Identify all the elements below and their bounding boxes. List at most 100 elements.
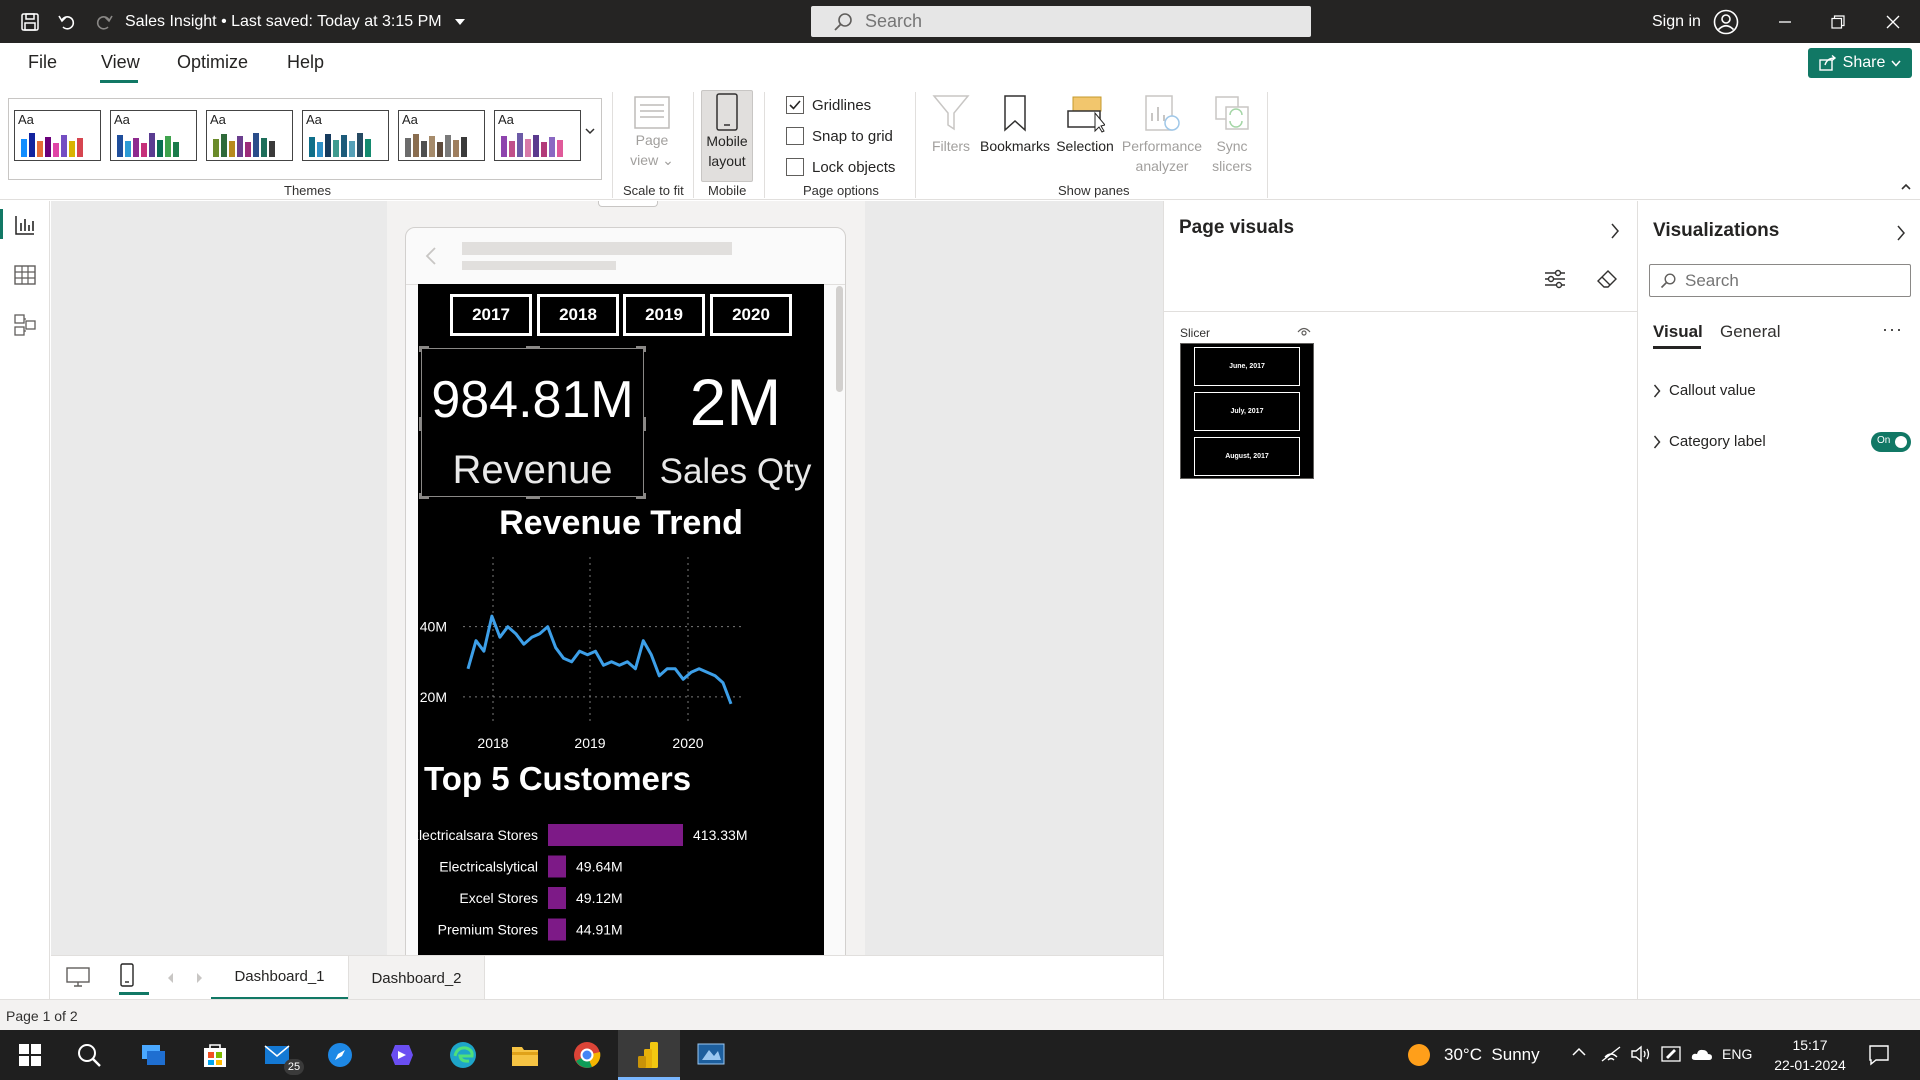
onedrive-cloud-icon[interactable]: [1690, 1045, 1714, 1063]
resize-handle[interactable]: [419, 493, 429, 499]
theme-tile-2[interactable]: Aa: [110, 110, 197, 161]
year-slicer-2018[interactable]: 2018: [537, 294, 619, 336]
theme-tile-6[interactable]: Aa: [494, 110, 581, 161]
chevron-up-icon[interactable]: [1572, 1047, 1586, 1057]
network-icon[interactable]: [1600, 1045, 1622, 1063]
theme-tile-4[interactable]: Aa: [302, 110, 389, 161]
menu-help[interactable]: Help: [287, 52, 325, 72]
slicer-thumbnail[interactable]: June, 2017 July, 2017 August, 2017: [1180, 343, 1314, 479]
menu-view[interactable]: View: [101, 52, 140, 72]
resize-handle[interactable]: [643, 417, 646, 431]
revenue-kpi-label: Revenue: [452, 448, 613, 492]
year-slicer-2017[interactable]: 2017: [450, 294, 532, 336]
collapse-ribbon-icon[interactable]: [1900, 182, 1912, 192]
revenue-trend-chart[interactable]: 20M 40M 2018 2019 2020: [418, 552, 824, 752]
pen-tray-icon[interactable]: [1660, 1044, 1682, 1064]
viz-search-box[interactable]: [1649, 264, 1911, 297]
page-visuals-pane: Page visuals Slicer June, 2017 July, 201…: [1163, 201, 1637, 999]
filters-label: Filters: [931, 138, 971, 154]
chevron-right-icon[interactable]: [1896, 225, 1906, 241]
resize-handle[interactable]: [419, 346, 429, 352]
task-view-icon[interactable]: [138, 1039, 170, 1071]
notifications-icon[interactable]: [1868, 1044, 1890, 1066]
performance-analyzer-button[interactable]: Performance analyzer: [1117, 90, 1207, 176]
section-category-label[interactable]: Category label: [1653, 433, 1766, 450]
menu-file[interactable]: File: [28, 52, 58, 72]
chevron-down-icon[interactable]: [454, 18, 466, 26]
resize-handle[interactable]: [636, 493, 646, 499]
restore-icon[interactable]: [1818, 8, 1858, 36]
theme-tile-3[interactable]: Aa: [206, 110, 293, 161]
copilot-app-icon[interactable]: [386, 1039, 418, 1071]
lock-objects-checkbox[interactable]: Lock objects: [786, 158, 895, 176]
more-options-icon[interactable]: ···: [1882, 319, 1903, 339]
themes-more-icon[interactable]: [584, 126, 596, 136]
report-view-icon[interactable]: [13, 213, 37, 237]
sync-slicers-button[interactable]: Sync slicers: [1207, 90, 1257, 176]
mobile-layout-icon[interactable]: [119, 963, 135, 987]
mobile-layout-button[interactable]: Mobile layout: [701, 90, 753, 182]
resize-handle[interactable]: [526, 496, 540, 499]
document-title[interactable]: Sales Insight • Last saved: Today at 3:1…: [125, 13, 466, 31]
redo-icon[interactable]: [92, 10, 116, 34]
table-view-icon[interactable]: [13, 263, 37, 287]
resize-handle[interactable]: [636, 346, 646, 352]
filters-button[interactable]: Filters: [926, 90, 976, 156]
settings-sliders-icon[interactable]: [1544, 269, 1566, 289]
minimize-icon[interactable]: [1765, 8, 1805, 36]
menu-optimize[interactable]: Optimize: [177, 52, 249, 72]
close-icon[interactable]: [1873, 8, 1913, 36]
chevron-right-icon[interactable]: [1610, 223, 1620, 239]
volume-icon[interactable]: [1630, 1045, 1652, 1063]
eraser-icon[interactable]: [1596, 269, 1618, 289]
desktop-layout-icon[interactable]: [65, 966, 91, 988]
page-tab-dashboard-1[interactable]: Dashboard_1: [211, 956, 348, 1000]
safari-app-icon[interactable]: [324, 1039, 356, 1071]
account-icon[interactable]: [1712, 8, 1740, 36]
page-view-button[interactable]: Page view ⌄: [623, 90, 681, 170]
snap-to-grid-checkbox[interactable]: Snap to grid: [786, 127, 893, 145]
clock[interactable]: 15:17 22-01-2024: [1770, 1035, 1850, 1075]
tab-visual[interactable]: Visual: [1653, 322, 1703, 341]
top-search-box[interactable]: [811, 6, 1311, 37]
resize-handle[interactable]: [419, 417, 422, 431]
category-label-toggle[interactable]: On: [1871, 432, 1911, 452]
save-icon[interactable]: [18, 10, 42, 34]
resize-handle[interactable]: [526, 346, 540, 349]
gridlines-checkbox[interactable]: Gridlines: [786, 96, 871, 114]
windows-start-icon[interactable]: [14, 1039, 46, 1071]
revenue-card-selected[interactable]: [419, 346, 646, 499]
power-bi-app-icon[interactable]: [633, 1039, 665, 1071]
selection-button[interactable]: Selection: [1053, 90, 1117, 156]
share-button[interactable]: Share: [1808, 48, 1912, 78]
edge-browser-icon[interactable]: [447, 1039, 479, 1071]
tab-general[interactable]: General: [1720, 322, 1781, 341]
section-callout-value[interactable]: Callout value: [1653, 382, 1756, 399]
mail-app-icon[interactable]: 25: [262, 1039, 304, 1075]
search-input[interactable]: [865, 11, 1285, 32]
page-tab-dashboard-2[interactable]: Dashboard_2: [348, 956, 485, 1000]
search-icon: [833, 12, 853, 32]
taskbar-search-icon[interactable]: [73, 1039, 105, 1071]
theme-tile-1[interactable]: Aa: [14, 110, 101, 161]
next-page-icon[interactable]: [195, 972, 203, 984]
bookmarks-button[interactable]: Bookmarks: [976, 90, 1054, 156]
top5-customers-chart[interactable]: Electricalsara Stores 413.33M Electricalsl…: [418, 822, 824, 955]
mobile-scrollbar[interactable]: [836, 286, 843, 392]
undo-icon[interactable]: [55, 10, 79, 34]
viz-search-input[interactable]: [1685, 270, 1905, 291]
chrome-browser-icon[interactable]: [571, 1039, 603, 1071]
remote-desktop-icon[interactable]: [695, 1039, 727, 1071]
theme-tile-5[interactable]: Aa: [398, 110, 485, 161]
sign-in-link[interactable]: Sign in: [1652, 13, 1701, 30]
weather-label[interactable]: 30°C Sunny: [1444, 1045, 1540, 1064]
prev-page-icon[interactable]: [167, 972, 175, 984]
year-slicer-2020[interactable]: 2020: [710, 294, 792, 336]
language-indicator[interactable]: ENG: [1722, 1046, 1753, 1062]
visibility-eye-icon[interactable]: [1297, 327, 1311, 337]
file-explorer-icon[interactable]: [509, 1039, 541, 1071]
weather-sun-icon[interactable]: [1408, 1044, 1430, 1066]
store-app-icon[interactable]: [199, 1039, 231, 1071]
year-slicer-2019[interactable]: 2019: [623, 294, 705, 336]
model-view-icon[interactable]: [13, 313, 37, 337]
